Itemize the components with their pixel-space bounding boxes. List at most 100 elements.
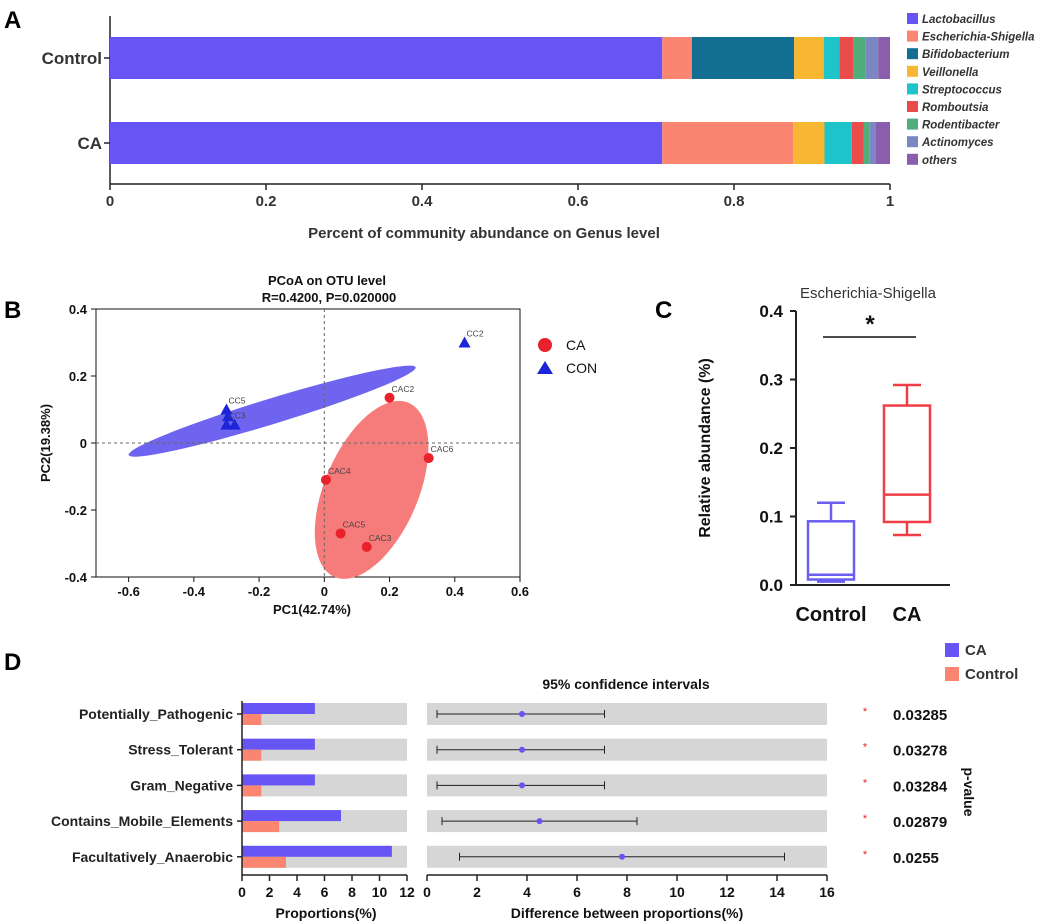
stacked-bar-segment xyxy=(839,37,854,79)
significance-star: * xyxy=(863,849,868,861)
legend-label-control: Control xyxy=(965,666,1018,683)
legend-label: Bifidobacterium xyxy=(922,49,1010,61)
legend-label: Veillonella xyxy=(922,67,979,79)
legend-swatch xyxy=(907,153,918,165)
panel-a-category-label: Control xyxy=(42,49,102,68)
panel-a-x-tick-label: 0.2 xyxy=(256,193,277,210)
pcoa-point-ca xyxy=(361,541,372,552)
stacked-bar-segment xyxy=(824,122,852,164)
difference-point xyxy=(536,818,543,825)
pcoa-point-ca xyxy=(423,453,434,464)
legend-swatch xyxy=(907,101,918,112)
difference-x-tick-label: 8 xyxy=(623,884,631,900)
pcoa-point-label: CC2 xyxy=(467,329,484,339)
legend-marker-con xyxy=(537,361,553,374)
proportion-bar-ca xyxy=(242,810,341,822)
legend-label: Actinomyces xyxy=(921,137,994,149)
panel-label-b: B xyxy=(4,297,21,324)
panel-a-x-tick-label: 0 xyxy=(106,193,114,210)
difference-x-tick-label: 12 xyxy=(719,884,735,900)
stacked-bar-segment xyxy=(869,122,876,164)
difference-point xyxy=(619,853,625,860)
legend-label: Escherichia-Shigella xyxy=(922,32,1035,44)
pcoa-point-ca xyxy=(384,392,395,403)
feature-label: Stress_Tolerant xyxy=(128,742,233,758)
proportion-bar-control xyxy=(242,785,262,797)
pcoa-point-label: CAC5 xyxy=(343,519,366,529)
pcoa-point-label: CAC3 xyxy=(369,533,392,543)
panel-a-category-label: CA xyxy=(77,134,102,153)
stacked-bar-segment xyxy=(110,37,663,79)
legend-swatch xyxy=(907,65,918,77)
pcoa-point-label: CAC4 xyxy=(328,466,351,476)
proportions-x-axis-label: Proportions(%) xyxy=(275,905,376,921)
difference-x-tick-label: 4 xyxy=(523,884,531,900)
pcoa-x-tick-label: 0.2 xyxy=(380,584,398,599)
difference-x-tick-label: 0 xyxy=(423,884,431,900)
legend-marker-ca xyxy=(538,338,552,352)
boxplot-title: Escherichia-Shigella xyxy=(800,285,937,302)
stacked-bar-segment xyxy=(794,37,824,79)
proportions-x-tick-label: 6 xyxy=(321,884,329,900)
proportions-x-tick-label: 0 xyxy=(238,884,246,900)
pcoa-subtitle: R=0.4200, P=0.020000 xyxy=(262,290,396,305)
legend-swatch xyxy=(907,30,918,42)
significance-star: * xyxy=(863,813,868,825)
pcoa-x-tick-label: 0.4 xyxy=(446,584,465,599)
stacked-bar-segment xyxy=(110,122,663,164)
pcoa-title: PCoA on OTU level xyxy=(268,273,386,288)
proportions-x-tick-label: 10 xyxy=(372,884,388,900)
panel-a-x-tick-label: 0.4 xyxy=(412,193,434,210)
stacked-bar-segment xyxy=(793,122,825,164)
stacked-bar-segment xyxy=(823,37,840,79)
pcoa-point-ca xyxy=(335,528,346,539)
stacked-bar-segment xyxy=(691,37,795,79)
feature-label: Contains_Mobile_Elements xyxy=(51,813,233,829)
feature-label: Gram_Negative xyxy=(130,777,233,793)
stacked-bar-segment xyxy=(662,122,794,164)
panel-d: D 95% confidence intervals CA Control Pot… xyxy=(4,642,1018,921)
panel-label-c: C xyxy=(655,297,672,324)
proportion-bar-control xyxy=(242,821,280,833)
panel-a-x-tick-label: 0.6 xyxy=(568,193,589,210)
difference-row-background xyxy=(427,774,827,797)
legend-label: Rodentibacter xyxy=(922,120,1000,132)
pcoa-point-label: CAC2 xyxy=(392,384,415,394)
pcoa-point-con xyxy=(222,410,235,422)
legend-label: Streptococcus xyxy=(922,84,1002,96)
legend-label: Lactobacillus xyxy=(922,14,996,26)
p-value-axis-label: p-value xyxy=(961,767,977,816)
pcoa-x-tick-label: 0.6 xyxy=(511,584,529,599)
difference-x-axis-label: Difference between proportions(%) xyxy=(511,905,744,921)
difference-x-tick-label: 10 xyxy=(669,884,685,900)
difference-x-tick-label: 2 xyxy=(473,884,481,900)
boxplot-y-tick-label: 0.1 xyxy=(759,508,783,527)
boxplot-group-label: Control xyxy=(795,604,866,626)
box-iqr xyxy=(806,520,856,581)
box-iqr xyxy=(882,404,932,524)
pcoa-point-con xyxy=(220,403,233,415)
proportion-bar-ca xyxy=(242,774,315,786)
significance-star: * xyxy=(863,777,868,789)
pcoa-point-con xyxy=(458,336,471,348)
panel-label-d: D xyxy=(4,649,21,676)
pcoa-x-tick-label: -0.6 xyxy=(117,584,139,599)
confidence-ellipse-con xyxy=(128,365,416,457)
proportion-bar-control xyxy=(242,749,262,761)
pcoa-x-tick-label: -0.4 xyxy=(183,584,206,599)
confidence-ellipse-ca xyxy=(314,400,429,579)
stacked-bar-segment xyxy=(851,122,864,164)
boxplot-y-tick-label: 0.4 xyxy=(759,302,783,321)
p-value: 0.02879 xyxy=(893,814,947,831)
proportion-bar-control xyxy=(242,856,286,868)
boxplot-y-tick-label: 0.2 xyxy=(759,439,783,458)
legend-label: Romboutsia xyxy=(922,102,989,114)
stacked-bar-segment xyxy=(662,37,692,79)
stacked-bar-segment xyxy=(875,122,890,164)
significance-star: * xyxy=(863,706,868,718)
legend-swatch xyxy=(907,136,918,148)
significance-star: * xyxy=(865,311,875,338)
panel-a: A Control CA 0 0.2 0.4 0.6 0.8 1 Percent of c… xyxy=(4,7,1035,242)
difference-point xyxy=(519,782,525,789)
pcoa-point-label: CC5 xyxy=(228,396,245,406)
